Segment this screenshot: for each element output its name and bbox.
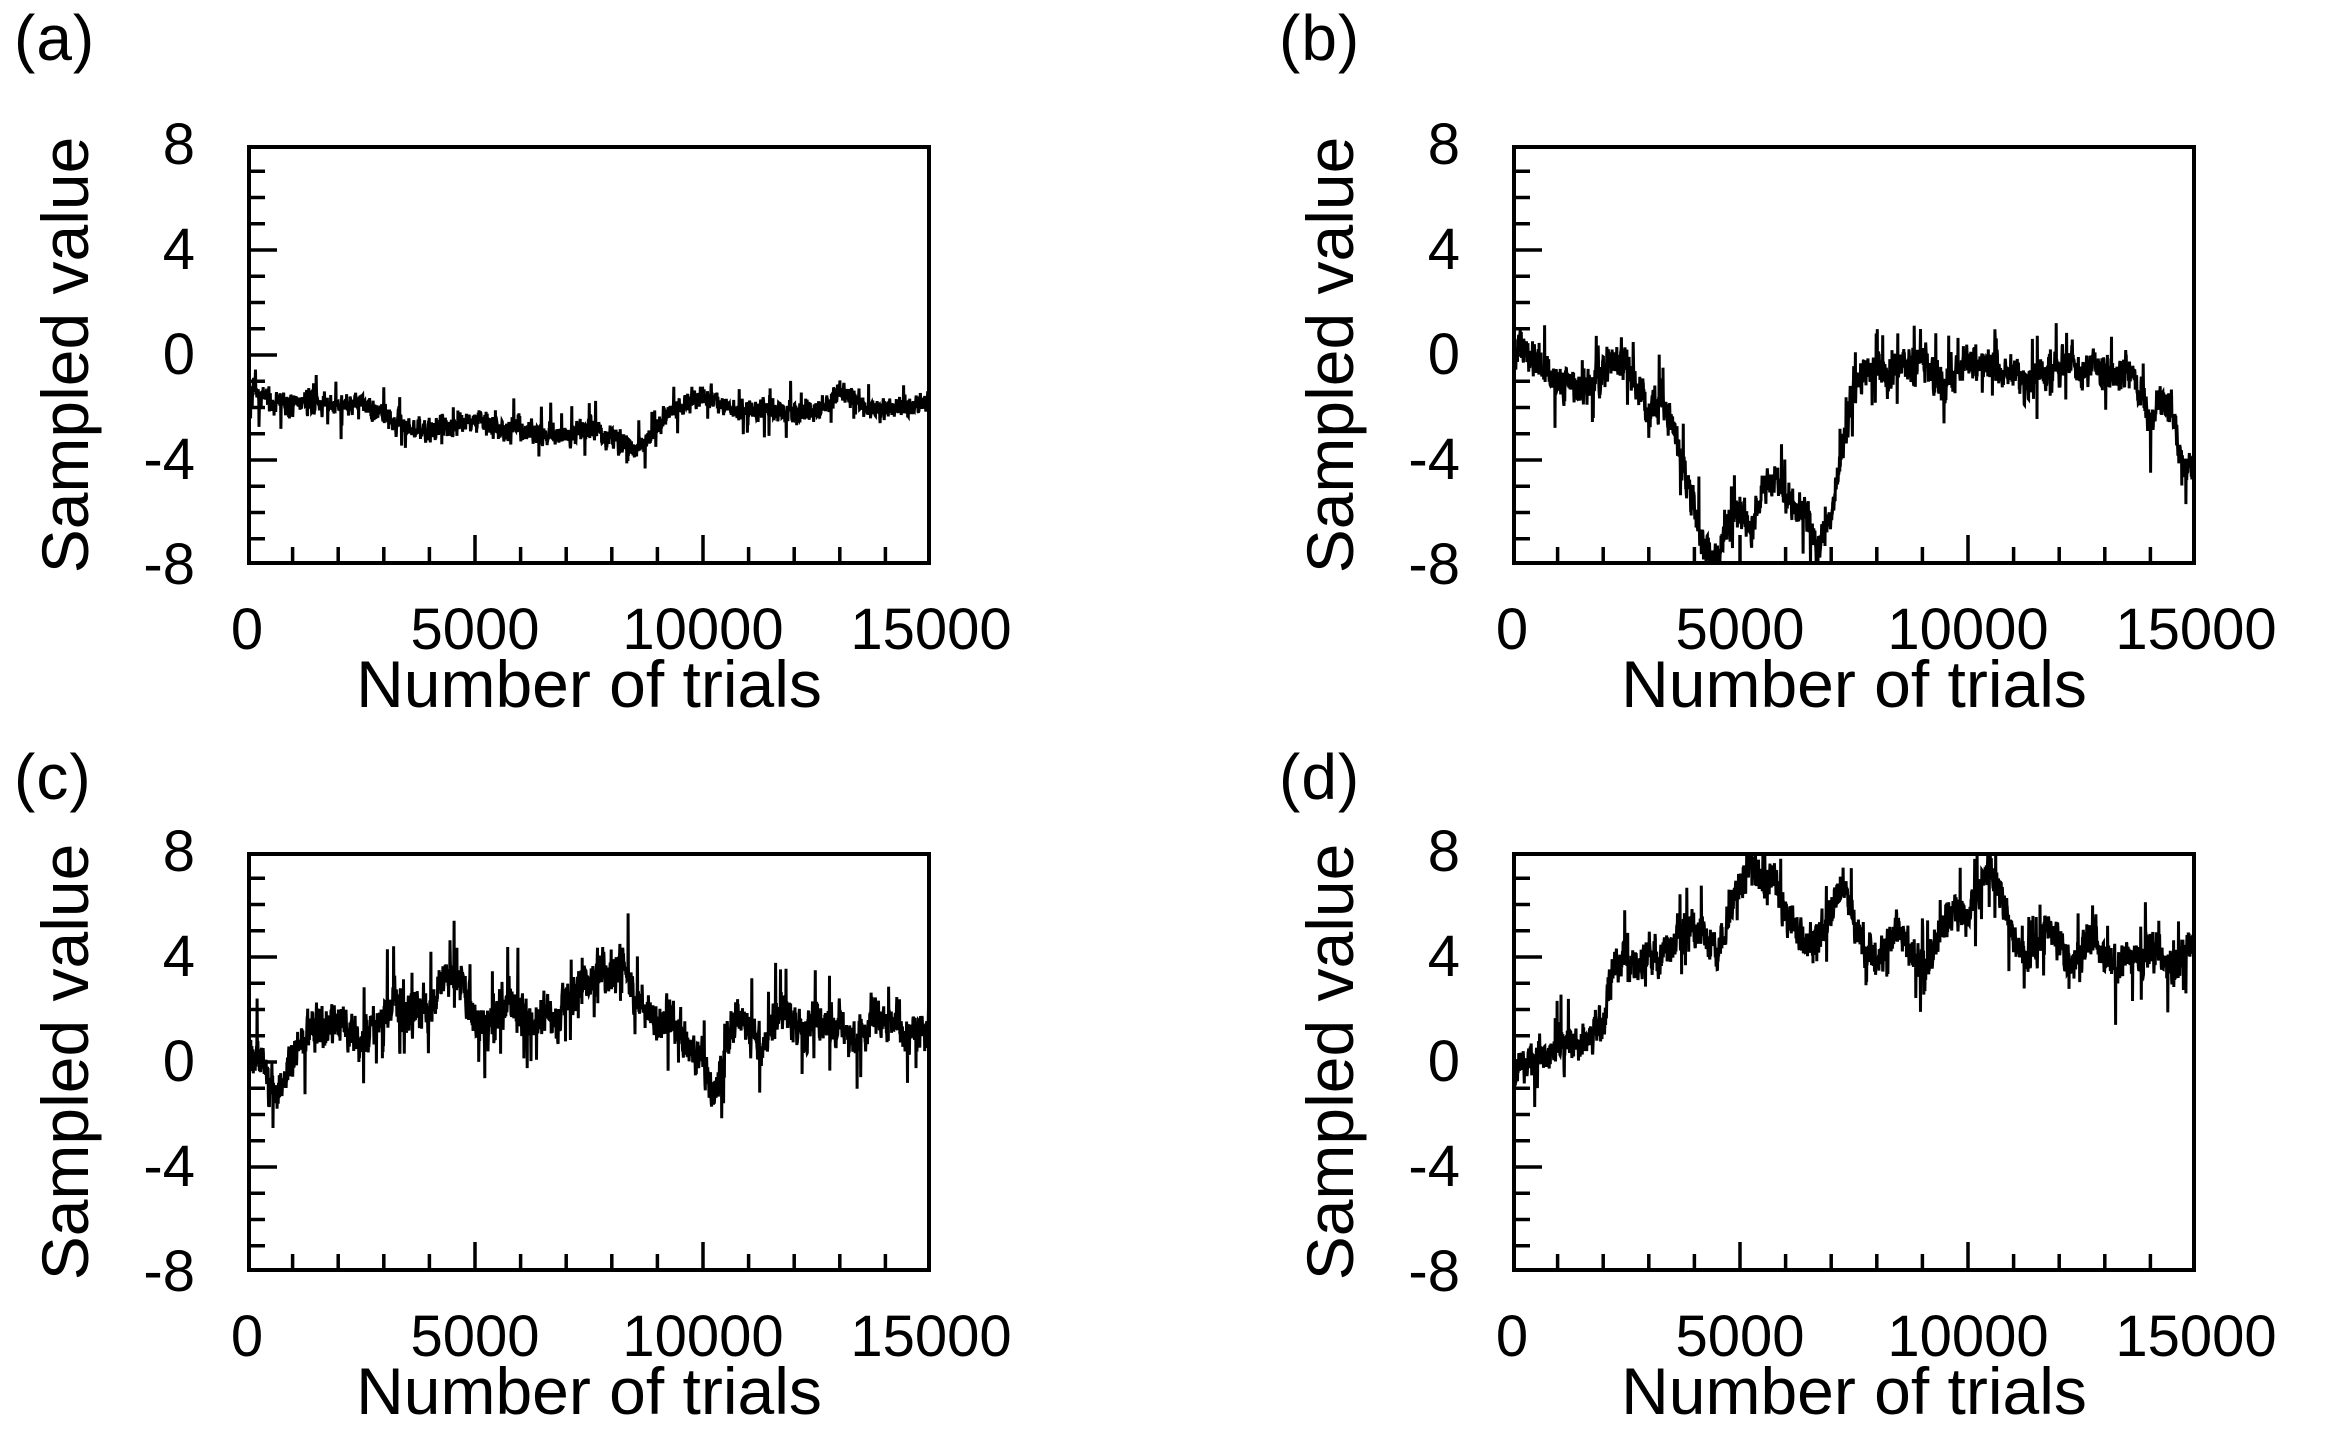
plot-area-d bbox=[1512, 852, 2196, 1272]
y-tick-label: -4 bbox=[1408, 1134, 1460, 1199]
x-tick-label: 5000 bbox=[410, 1304, 540, 1369]
y-tick-label: 4 bbox=[1427, 217, 1460, 282]
x-tick-label: 5000 bbox=[1675, 597, 1805, 662]
y-tick-label: -4 bbox=[143, 427, 195, 492]
x-tick-label: 0 bbox=[230, 1304, 264, 1369]
y-tick-label: -8 bbox=[143, 1239, 195, 1304]
y-tick-label: 4 bbox=[162, 924, 195, 989]
x-tick-label: 10000 bbox=[1887, 1304, 2049, 1369]
x-tick-label: 15000 bbox=[2115, 597, 2277, 662]
y-tick-label: -8 bbox=[1408, 1239, 1460, 1304]
x-axis-title: Number of trials bbox=[356, 1354, 822, 1428]
x-axis-title: Number of trials bbox=[1621, 1354, 2087, 1428]
x-tick-label: 0 bbox=[230, 597, 264, 662]
x-tick-label: 10000 bbox=[1887, 597, 2049, 662]
y-tick-label: 0 bbox=[1427, 322, 1460, 387]
x-tick-label: 5000 bbox=[410, 597, 540, 662]
panel-d: (d) Sampled value 8 4 0 -4 -8 0 5000 100… bbox=[1265, 707, 2325, 1450]
y-tick-label: -8 bbox=[1408, 532, 1460, 597]
y-tick-label: -4 bbox=[1408, 427, 1460, 492]
y-tick-label: 0 bbox=[1427, 1029, 1460, 1094]
x-tick-label: 5000 bbox=[1675, 1304, 1805, 1369]
plot-area-c bbox=[247, 852, 931, 1272]
x-axis-title: Number of trials bbox=[1621, 647, 2087, 721]
y-tick-label: -4 bbox=[143, 1134, 195, 1199]
x-tick-label: 15000 bbox=[2115, 1304, 2277, 1369]
panel-c-letter: (c) bbox=[14, 741, 92, 813]
panel-c: (c) Sampled value 8 4 0 -4 -8 0 5000 100… bbox=[0, 707, 1060, 1450]
x-axis-title: Number of trials bbox=[356, 647, 822, 721]
x-tick-label: 0 bbox=[1495, 1304, 1529, 1369]
x-tick-label: 15000 bbox=[850, 597, 1012, 662]
y-tick-label: 0 bbox=[162, 1029, 195, 1094]
x-tick-label: 0 bbox=[1495, 597, 1529, 662]
y-tick-label: 8 bbox=[1427, 112, 1460, 177]
x-tick-label: 10000 bbox=[622, 597, 784, 662]
x-tick-label: 15000 bbox=[850, 1304, 1012, 1369]
y-tick-label: 4 bbox=[162, 217, 195, 282]
y-tick-label: 4 bbox=[1427, 924, 1460, 989]
y-tick-label: 8 bbox=[162, 819, 195, 884]
y-tick-label: 8 bbox=[162, 112, 195, 177]
panel-a-letter: (a) bbox=[14, 2, 96, 74]
panel-b: (b) Sampled value 8 4 0 -4 -8 0 5000 100… bbox=[1265, 0, 2325, 749]
plot-area-b bbox=[1512, 145, 2196, 565]
y-tick-label: 0 bbox=[162, 322, 195, 387]
panel-b-letter: (b) bbox=[1279, 2, 1361, 74]
y-tick-label: 8 bbox=[1427, 819, 1460, 884]
x-tick-label: 10000 bbox=[622, 1304, 784, 1369]
panel-a: (a) Sampled value 8 4 0 -4 -8 0 5000 100… bbox=[0, 0, 1060, 749]
panel-d-letter: (d) bbox=[1279, 741, 1361, 813]
y-tick-label: -8 bbox=[143, 532, 195, 597]
plot-area-a bbox=[247, 145, 931, 565]
